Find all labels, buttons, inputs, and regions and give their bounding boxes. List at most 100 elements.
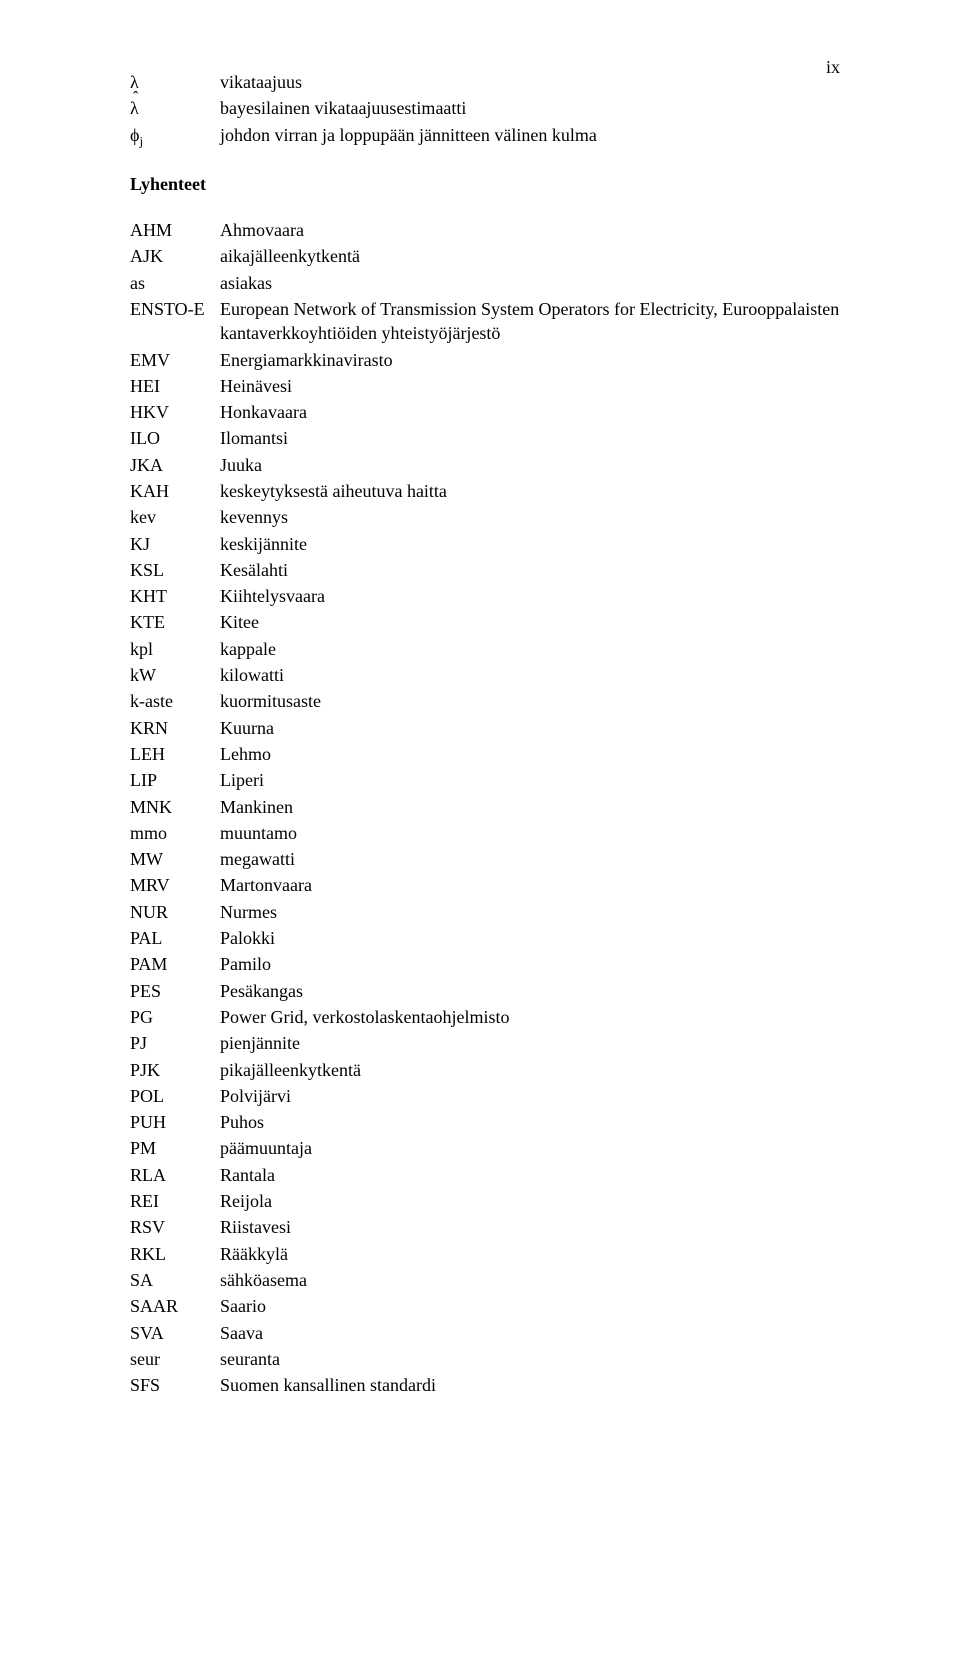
abbreviation-definition: Palokki	[220, 926, 850, 950]
abbreviation-symbol: PJK	[130, 1058, 220, 1082]
abbreviation-row: SAsähköasema	[130, 1268, 850, 1292]
abbreviation-symbol: LIP	[130, 768, 220, 792]
abbreviation-symbol: LEH	[130, 742, 220, 766]
abbreviation-row: PAMPamilo	[130, 952, 850, 976]
abbreviation-definition: Heinävesi	[220, 374, 850, 398]
abbreviation-symbol: NUR	[130, 900, 220, 924]
abbreviation-definition: kilowatti	[220, 663, 850, 687]
abbreviation-symbol: PES	[130, 979, 220, 1003]
abbreviation-row: ILOIlomantsi	[130, 426, 850, 450]
abbreviation-definition: päämuuntaja	[220, 1136, 850, 1160]
abbreviation-symbol: KAH	[130, 479, 220, 503]
abbreviation-row: MRVMartonvaara	[130, 873, 850, 897]
abbreviation-definition: Kiihtelysvaara	[220, 584, 850, 608]
abbreviation-symbol: HEI	[130, 374, 220, 398]
abbreviation-definition: keskeytyksestä aiheutuva haitta	[220, 479, 850, 503]
abbreviation-definition: Honkavaara	[220, 400, 850, 424]
abbreviation-row: RLARantala	[130, 1163, 850, 1187]
abbreviation-row: KJkeskijännite	[130, 532, 850, 556]
abbreviation-row: POLPolvijärvi	[130, 1084, 850, 1108]
abbreviation-row: SVASaava	[130, 1321, 850, 1345]
abbreviation-definition: Suomen kansallinen standardi	[220, 1373, 850, 1397]
abbreviation-symbol: SVA	[130, 1321, 220, 1345]
abbreviation-row: RSVRiistavesi	[130, 1215, 850, 1239]
intro-definition: johdon virran ja loppupään jännitteen vä…	[220, 123, 850, 150]
abbreviation-symbol: HKV	[130, 400, 220, 424]
abbreviation-row: ENSTO-EEuropean Network of Transmission …	[130, 297, 850, 346]
abbreviation-definition: Nurmes	[220, 900, 850, 924]
abbreviation-row: MWmegawatti	[130, 847, 850, 871]
abbreviation-row: KRNKuurna	[130, 716, 850, 740]
abbreviation-definition: Saava	[220, 1321, 850, 1345]
abbreviation-row: PALPalokki	[130, 926, 850, 950]
abbreviation-definition: kevennys	[220, 505, 850, 529]
abbreviation-symbol: PUH	[130, 1110, 220, 1134]
abbreviation-definition: Pamilo	[220, 952, 850, 976]
abbreviation-definition: Riistavesi	[220, 1215, 850, 1239]
abbreviation-symbol: ILO	[130, 426, 220, 450]
abbreviation-definition: Puhos	[220, 1110, 850, 1134]
abbreviation-definition: aikajälleenkytkentä	[220, 244, 850, 268]
abbreviation-definition: megawatti	[220, 847, 850, 871]
abbreviation-symbol: EMV	[130, 348, 220, 372]
abbreviation-definition: muuntamo	[220, 821, 850, 845]
abbreviation-definition: Ilomantsi	[220, 426, 850, 450]
abbreviation-definition: kappale	[220, 637, 850, 661]
abbreviation-row: HKVHonkavaara	[130, 400, 850, 424]
abbreviation-row: PESPesäkangas	[130, 979, 850, 1003]
abbreviation-row: PJpienjännite	[130, 1031, 850, 1055]
abbreviation-definition: asiakas	[220, 271, 850, 295]
abbreviation-definition: keskijännite	[220, 532, 850, 556]
abbreviation-symbol: SFS	[130, 1373, 220, 1397]
abbreviation-symbol: as	[130, 271, 220, 295]
abbreviation-symbol: RSV	[130, 1215, 220, 1239]
abbreviation-symbol: PG	[130, 1005, 220, 1029]
abbreviation-definition: Kuurna	[220, 716, 850, 740]
intro-symbol: λ	[130, 96, 220, 120]
abbreviation-row: KAHkeskeytyksestä aiheutuva haitta	[130, 479, 850, 503]
abbreviation-row: NURNurmes	[130, 900, 850, 924]
abbreviation-definition: Power Grid, verkostolaskentaohjelmisto	[220, 1005, 850, 1029]
abbreviation-symbol: PJ	[130, 1031, 220, 1055]
abbreviation-symbol: kev	[130, 505, 220, 529]
abbreviation-row: KSLKesälahti	[130, 558, 850, 582]
abbreviation-row: MNKMankinen	[130, 795, 850, 819]
abbreviation-definition: Energiamarkkinavirasto	[220, 348, 850, 372]
abbreviation-definition: Polvijärvi	[220, 1084, 850, 1108]
abbreviation-row: KHTKiihtelysvaara	[130, 584, 850, 608]
abbreviation-symbol: RLA	[130, 1163, 220, 1187]
abbreviation-row: EMVEnergiamarkkinavirasto	[130, 348, 850, 372]
intro-symbol: λ	[130, 70, 220, 94]
abbreviation-definition: Pesäkangas	[220, 979, 850, 1003]
abbreviation-definition: kuormitusaste	[220, 689, 850, 713]
intro-definition: bayesilainen vikataajuusestimaatti	[220, 96, 850, 120]
abbreviation-symbol: mmo	[130, 821, 220, 845]
abbreviation-symbol: KJ	[130, 532, 220, 556]
abbreviation-symbol: MW	[130, 847, 220, 871]
intro-definitions: λvikataajuusλbayesilainen vikataajuusest…	[130, 70, 850, 150]
abbreviation-symbol: AJK	[130, 244, 220, 268]
abbreviation-row: PUHPuhos	[130, 1110, 850, 1134]
abbreviation-definition: Kitee	[220, 610, 850, 634]
abbreviation-definition: seuranta	[220, 1347, 850, 1371]
abbreviation-row: LIPLiperi	[130, 768, 850, 792]
abbreviation-symbol: KTE	[130, 610, 220, 634]
abbreviation-symbol: SAAR	[130, 1294, 220, 1318]
abbreviation-symbol: kpl	[130, 637, 220, 661]
abbreviation-definition: Mankinen	[220, 795, 850, 819]
abbreviation-definition: Juuka	[220, 453, 850, 477]
abbreviation-symbol: kW	[130, 663, 220, 687]
abbreviation-symbol: KSL	[130, 558, 220, 582]
abbreviation-row: REIReijola	[130, 1189, 850, 1213]
abbreviation-row: LEHLehmo	[130, 742, 850, 766]
intro-row: λvikataajuus	[130, 70, 850, 94]
abbreviation-symbol: AHM	[130, 218, 220, 242]
abbreviation-symbol: ENSTO-E	[130, 297, 220, 346]
abbreviations-list: AHMAhmovaaraAJKaikajälleenkytkentäasasia…	[130, 218, 850, 1397]
abbreviation-row: HEIHeinävesi	[130, 374, 850, 398]
abbreviation-symbol: MRV	[130, 873, 220, 897]
abbreviation-row: PJKpikajälleenkytkentä	[130, 1058, 850, 1082]
abbreviation-row: kWkilowatti	[130, 663, 850, 687]
abbreviation-definition: European Network of Transmission System …	[220, 297, 850, 346]
abbreviation-definition: Saario	[220, 1294, 850, 1318]
